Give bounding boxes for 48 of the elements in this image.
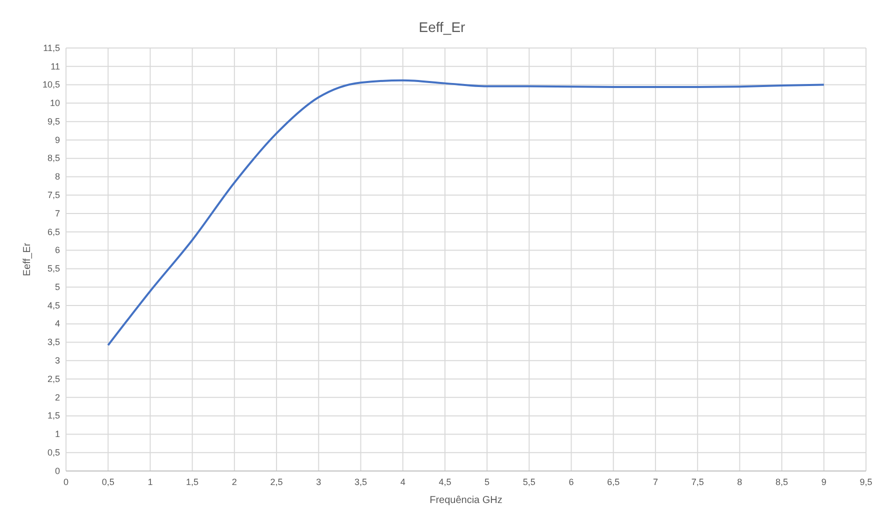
x-tick-label: 5,5: [522, 477, 536, 487]
x-tick-label: 9: [821, 477, 826, 487]
y-tick-label: 4,5: [47, 300, 60, 310]
x-tick-label: 8,5: [776, 477, 788, 487]
x-tick-label: 7: [652, 477, 658, 487]
y-tick-label: 3: [54, 356, 60, 366]
y-tick-label: 11: [50, 61, 60, 72]
y-tick-label: 10,5: [42, 80, 60, 90]
y-tick-label: 10: [50, 98, 60, 108]
y-tick-label: 6: [54, 245, 60, 256]
y-tick-label: 11,5: [43, 42, 60, 53]
y-axis-title: Eeff_Er: [22, 242, 33, 276]
x-tick-label: 4: [400, 477, 406, 487]
y-tick-label: 7: [54, 208, 60, 218]
x-axis-title: Frequência GHz: [430, 495, 502, 506]
x-tick-label: 4,5: [438, 477, 452, 487]
y-tick-label: 1,5: [47, 410, 60, 421]
y-tick-label: 0,5: [47, 447, 60, 458]
y-tick-label: 2: [54, 392, 60, 402]
x-tick-label: 0: [63, 477, 69, 487]
x-tick-label: 6: [568, 477, 574, 487]
x-tick-label: 9,5: [860, 477, 872, 487]
y-tick-label: 8: [54, 172, 60, 182]
y-tick-label: 4: [54, 318, 60, 329]
x-tick-label: 2,5: [270, 477, 283, 487]
x-tick-label: 2: [232, 477, 237, 487]
x-tick-label: 8: [737, 477, 742, 487]
x-tick-label: 1: [148, 477, 153, 487]
y-tick-label: 7,5: [47, 190, 60, 200]
x-tick-label: 3: [316, 477, 322, 487]
y-tick-label: 8,5: [47, 153, 60, 164]
x-tick-label: 0,5: [102, 477, 114, 487]
line-series: [107, 79, 825, 346]
chart-title: Eeff_Er: [418, 19, 466, 35]
y-tick-label: 2,5: [47, 374, 60, 384]
x-tick-label: 6,5: [607, 477, 620, 487]
y-tick-label: 9: [54, 134, 60, 145]
y-tick-label: 1: [54, 429, 60, 440]
y-tick-label: 9,5: [47, 116, 60, 126]
x-tick-label: 1,5: [186, 477, 199, 487]
y-tick-label: 0: [54, 466, 60, 476]
x-tick-label: 7,5: [691, 477, 704, 487]
x-tick-label: 5: [484, 477, 490, 487]
x-tick-label: 3,5: [354, 477, 367, 487]
y-tick-label: 3,5: [47, 337, 60, 348]
y-tick-label: 6,5: [47, 226, 60, 237]
y-tick-label: 5,5: [47, 264, 60, 274]
y-tick-label: 5: [54, 282, 60, 292]
